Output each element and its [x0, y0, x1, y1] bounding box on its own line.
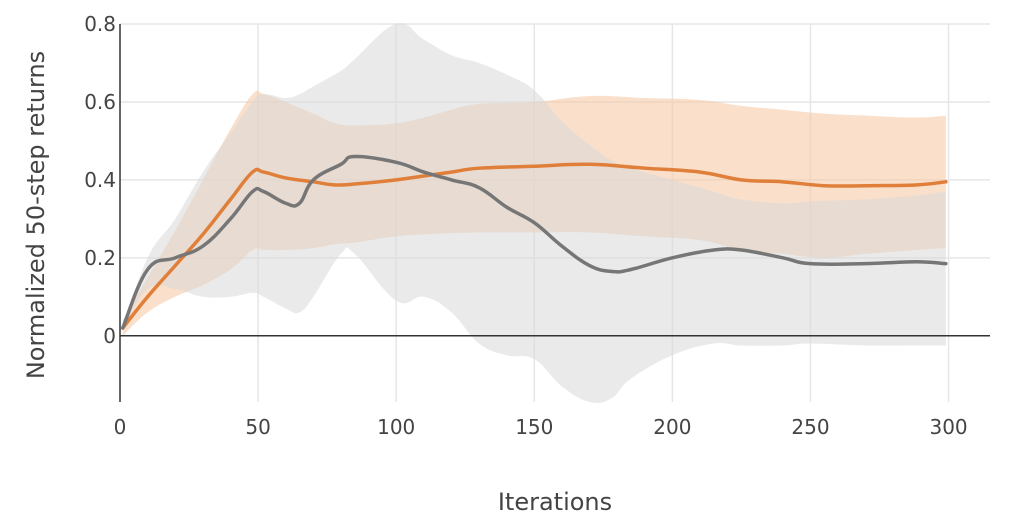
y-tick-label: 0	[103, 324, 116, 348]
series-1-line	[121, 162, 948, 330]
x-tick-label: 200	[653, 415, 691, 439]
confidence-bands	[122, 23, 946, 404]
y-tick-label: 0.8	[84, 12, 116, 36]
axes	[119, 24, 990, 402]
x-tick-label: 250	[791, 415, 829, 439]
x-tick-label: 300	[929, 415, 967, 439]
x-tick-label: 100	[377, 415, 415, 439]
x-tick-label: 150	[515, 415, 553, 439]
y-axis-title: Normalized 50-step returns	[22, 51, 50, 379]
y-tick-label: 0.2	[84, 246, 116, 270]
series-2-band	[122, 23, 946, 404]
y-tick-label: 0.6	[84, 90, 116, 114]
x-axis-title: Iterations	[498, 488, 612, 516]
x-tick-label: 50	[245, 415, 270, 439]
tick-labels: 0 50 100 150 200 250 300 0 0.2 0.4 0.6 0.8	[84, 12, 967, 439]
x-tick-label: 0	[114, 415, 127, 439]
series-2-line	[121, 154, 948, 330]
y-tick-label: 0.4	[84, 168, 116, 192]
series-lines	[121, 154, 948, 330]
